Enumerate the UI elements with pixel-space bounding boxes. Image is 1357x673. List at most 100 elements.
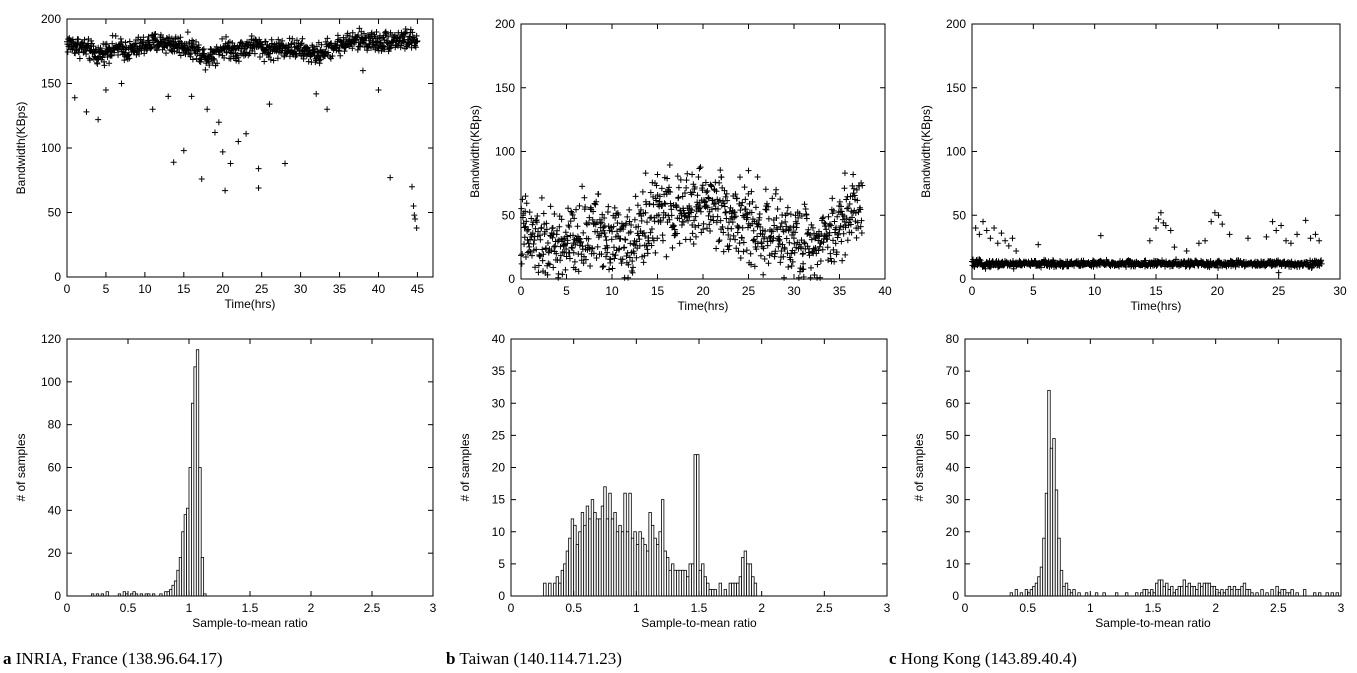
x-tick-label: 30 bbox=[1333, 284, 1347, 298]
scatter-point bbox=[683, 214, 690, 221]
scatter-point bbox=[717, 167, 724, 174]
scatter-point bbox=[603, 253, 610, 260]
scatter-point bbox=[138, 47, 145, 54]
scatter-point bbox=[817, 257, 824, 264]
scatter-point bbox=[375, 86, 382, 93]
scatter-point bbox=[784, 204, 791, 211]
scatter-point bbox=[667, 188, 674, 195]
scatter-point bbox=[102, 86, 109, 93]
histogram-bar bbox=[1270, 589, 1274, 597]
scatter-point bbox=[569, 245, 576, 252]
scatter-point bbox=[642, 233, 649, 240]
scatter-point bbox=[691, 184, 698, 191]
scatter-point bbox=[152, 30, 159, 37]
scatter-point bbox=[642, 170, 649, 177]
scatter-point bbox=[723, 190, 730, 197]
x-tick-label: 0.5 bbox=[120, 601, 137, 615]
scatter-point bbox=[1245, 235, 1251, 242]
y-tick-label: 40 bbox=[492, 332, 506, 346]
x-tick-label: 1.5 bbox=[691, 601, 708, 615]
scatter-point bbox=[535, 228, 542, 235]
scatter-point bbox=[614, 228, 621, 235]
scatter-point bbox=[778, 220, 785, 227]
scatter-point bbox=[523, 200, 530, 207]
scatter-point bbox=[732, 236, 739, 243]
scatter-point bbox=[742, 206, 749, 213]
scatter-point bbox=[562, 266, 569, 273]
scatter-point bbox=[725, 246, 732, 253]
y-tick-label: 10 bbox=[946, 557, 960, 571]
scatter-point bbox=[727, 236, 734, 243]
scatter-point bbox=[761, 255, 768, 262]
scatter-point bbox=[715, 238, 722, 245]
x-tick-label: 1 bbox=[1087, 601, 1094, 615]
plot-frame bbox=[66, 338, 434, 597]
scatter-point bbox=[725, 231, 732, 238]
scatter-point bbox=[1287, 240, 1294, 247]
scatter-point bbox=[72, 50, 79, 57]
scatter-point bbox=[262, 38, 269, 45]
scatter-point bbox=[718, 174, 725, 180]
scatter-point bbox=[243, 130, 250, 137]
scatter-point bbox=[535, 262, 542, 269]
y-tick-label: 150 bbox=[495, 81, 515, 95]
scatter-point bbox=[112, 33, 119, 40]
scatter-point bbox=[737, 254, 744, 261]
scatter-point bbox=[105, 44, 112, 51]
scatter-point bbox=[765, 260, 772, 267]
scatter-point bbox=[548, 247, 555, 254]
scatter-point bbox=[783, 235, 790, 242]
scatter-point bbox=[546, 261, 553, 268]
scatter-point bbox=[524, 237, 531, 244]
scatter-point bbox=[653, 197, 660, 204]
scatter-point bbox=[681, 190, 688, 197]
histogram-bar bbox=[1260, 589, 1264, 597]
scatter-point bbox=[839, 257, 846, 264]
x-axis-label: Time(hrs) bbox=[1131, 299, 1182, 313]
scatter-point bbox=[739, 224, 746, 231]
scatter-point bbox=[627, 240, 634, 247]
scatter-point bbox=[655, 211, 662, 218]
scatter-point bbox=[297, 41, 304, 48]
scatter-point bbox=[680, 219, 687, 226]
scatter-point bbox=[789, 232, 796, 239]
scatter-point bbox=[819, 215, 826, 222]
scatter-point bbox=[611, 204, 618, 211]
scatter-point bbox=[573, 206, 580, 213]
scatter-point bbox=[689, 189, 696, 196]
scatter-point bbox=[609, 251, 616, 258]
scatter-point bbox=[988, 263, 995, 270]
scatter-point bbox=[798, 245, 805, 252]
scatter-point bbox=[408, 183, 415, 190]
scatter-point bbox=[639, 188, 646, 195]
scatter-point bbox=[826, 221, 833, 228]
scatter-point bbox=[154, 47, 161, 54]
scatter-point bbox=[817, 240, 824, 247]
scatter-point bbox=[830, 237, 837, 244]
scatter-point bbox=[745, 190, 752, 197]
scatter-point bbox=[582, 256, 589, 263]
scatter-point bbox=[692, 224, 699, 231]
scatter-point bbox=[1283, 237, 1290, 244]
y-tick-label: 20 bbox=[492, 461, 506, 475]
scatter-point bbox=[235, 138, 242, 145]
scatter-point bbox=[705, 212, 712, 219]
scatter-point bbox=[317, 56, 324, 63]
scatter-point bbox=[1171, 244, 1178, 251]
scatter-point bbox=[526, 243, 533, 250]
scatter-point bbox=[1219, 221, 1226, 228]
x-tick-label: 0 bbox=[64, 601, 71, 615]
scatter-point bbox=[126, 38, 133, 45]
x-tick-label: 1 bbox=[186, 601, 193, 615]
x-tick-label: 10 bbox=[1088, 284, 1102, 298]
scatter-point bbox=[527, 236, 534, 243]
scatter-point bbox=[733, 195, 740, 202]
scatter-point bbox=[686, 213, 693, 220]
scatter-point bbox=[983, 227, 990, 234]
scatter-point bbox=[627, 228, 634, 235]
scatter-point bbox=[803, 215, 810, 222]
scatter-point bbox=[779, 241, 786, 248]
scatter-point bbox=[717, 217, 724, 224]
scatter-point bbox=[659, 237, 666, 244]
scatter-point bbox=[549, 234, 556, 241]
